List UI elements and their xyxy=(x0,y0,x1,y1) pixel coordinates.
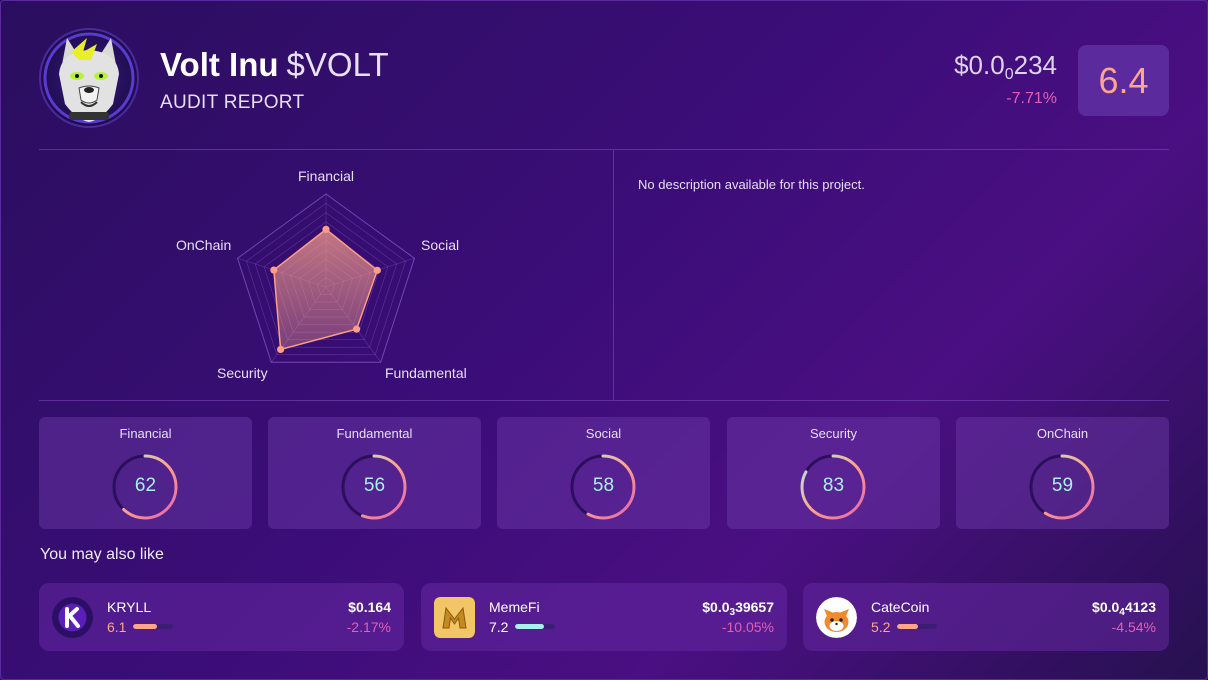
rec-price: $0.044123 xyxy=(1092,599,1156,618)
metric-value: 83 xyxy=(822,475,845,496)
metric-card-financial: Financial 62 xyxy=(39,417,252,529)
rec-change: -4.54% xyxy=(1111,619,1156,635)
rec-price-prefix: $0.0 xyxy=(1092,599,1120,615)
metric-label: OnChain xyxy=(1036,426,1089,441)
price-block: $0.00234 -7.71% xyxy=(954,50,1057,108)
rec-price-prefix: $0.164 xyxy=(348,599,391,615)
rec-name: CateCoin xyxy=(871,599,930,615)
metric-label: Financial xyxy=(119,426,172,441)
token-price: $0.00234 xyxy=(954,50,1057,84)
rec-score: 6.1 xyxy=(107,619,127,635)
metric-gauge xyxy=(112,454,178,520)
rec-price-digits: 4123 xyxy=(1124,599,1156,615)
radar-label-onchain: OnChain xyxy=(176,237,232,253)
rec-score-bar xyxy=(515,624,555,629)
metric-value: 56 xyxy=(363,475,386,496)
recommendation-card-memefi[interactable]: MemeFi 7.2 $0.0339657 -10.05% xyxy=(421,583,787,651)
divider-vertical xyxy=(613,150,614,400)
token-title: Volt Inu $VOLT xyxy=(160,46,389,84)
rec-name: KRYLL xyxy=(107,599,152,615)
rec-change: -10.05% xyxy=(721,619,774,635)
gauge-progress-arc xyxy=(112,454,178,520)
radar-grid-ring xyxy=(254,212,398,348)
recommendation-card-catecoin[interactable]: CateCoin 5.2 $0.044123 -4.54% xyxy=(803,583,1169,651)
price-zero-count: 0 xyxy=(1004,66,1014,83)
gauge-progress-arc xyxy=(800,454,866,520)
metric-gauge xyxy=(570,454,636,520)
metric-card-fundamental: Fundamental 56 xyxy=(268,417,481,529)
metric-label: Security xyxy=(810,426,857,441)
price-digits: 234 xyxy=(1013,50,1057,80)
metric-label: Fundamental xyxy=(336,426,413,441)
radar-data-area xyxy=(273,228,379,351)
rec-score-bar-fill xyxy=(133,624,158,629)
rec-price-digits: 39657 xyxy=(735,599,774,615)
metric-card-social: Social 58 xyxy=(497,417,710,529)
catecoin-logo-icon xyxy=(816,597,857,638)
also-like-heading: You may also like xyxy=(40,546,164,563)
price-change: -7.71% xyxy=(1006,90,1057,107)
radar-grid-ring xyxy=(236,193,416,363)
token-ticker: $VOLT xyxy=(286,46,389,83)
rec-price: $0.0339657 xyxy=(702,599,774,618)
radar-data-point xyxy=(373,266,381,274)
gauge-progress-arc xyxy=(341,454,407,520)
token-header: Volt Inu $VOLT AUDIT REPORT $0.00234 -7.7… xyxy=(39,28,1169,128)
gauge-progress-arc xyxy=(570,454,636,520)
price-prefix: $0.0 xyxy=(954,50,1005,80)
metric-label: Social xyxy=(585,426,622,441)
memefi-logo-icon xyxy=(434,597,475,638)
rec-score: 7.2 xyxy=(489,619,509,635)
rec-score: 5.2 xyxy=(871,619,891,635)
radar-chart: Financial Social Fundamental Security On… xyxy=(39,150,613,400)
radar-data-point xyxy=(270,266,278,274)
metric-gauge xyxy=(1029,454,1095,520)
divider-middle xyxy=(39,400,1169,401)
radar-grid-ring xyxy=(263,221,389,340)
metric-gauge xyxy=(800,454,866,520)
rec-price-prefix: $0.0 xyxy=(702,599,730,615)
rec-change: -2.17% xyxy=(346,619,391,635)
rec-price-zero-count: 4 xyxy=(1119,607,1125,618)
report-subtitle: AUDIT REPORT xyxy=(160,92,305,113)
rec-score-bar-fill xyxy=(515,624,544,629)
rec-price-zero-count: 3 xyxy=(729,607,736,618)
rec-score-bar-fill xyxy=(897,624,918,629)
radar-label-security: Security xyxy=(217,365,268,381)
radar-label-fundamental: Fundamental xyxy=(385,365,467,381)
radar-grid-ring xyxy=(246,202,406,356)
radar-label-financial: Financial xyxy=(298,168,355,184)
radar-data-point xyxy=(353,325,361,333)
gauge-progress-arc xyxy=(1029,454,1095,520)
overall-score-badge: 6.4 xyxy=(1078,45,1169,116)
token-name: Volt Inu xyxy=(160,46,279,83)
radar-chart-svg xyxy=(236,193,416,363)
radar-label-social: Social xyxy=(421,237,460,253)
metric-gauge xyxy=(341,454,407,520)
wolf-avatar-icon xyxy=(39,28,139,128)
radar-data-point xyxy=(277,345,285,354)
kryll-logo-icon xyxy=(52,597,93,638)
rec-score-bar xyxy=(133,624,173,629)
divider-top xyxy=(39,149,1169,150)
metric-value: 59 xyxy=(1051,475,1074,496)
rec-score-bar xyxy=(897,624,937,629)
recommendation-card-kryll[interactable]: KRYLL 6.1 $0.164 -2.17% xyxy=(39,583,404,651)
rec-price: $0.164 xyxy=(348,599,391,618)
metric-card-onchain: OnChain 59 xyxy=(956,417,1169,529)
metric-value: 58 xyxy=(592,475,615,496)
project-description: No description available for this projec… xyxy=(638,177,865,192)
rec-name: MemeFi xyxy=(489,599,540,615)
metric-card-security: Security 83 xyxy=(727,417,940,529)
radar-data-point xyxy=(322,225,330,233)
metric-value: 62 xyxy=(134,475,157,496)
